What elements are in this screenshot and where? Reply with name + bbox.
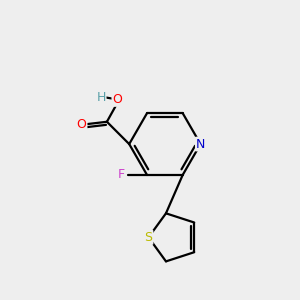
Text: S: S [145, 231, 152, 244]
Text: N: N [196, 138, 205, 151]
Text: F: F [118, 168, 125, 182]
Text: O: O [77, 118, 87, 131]
Text: O: O [112, 93, 122, 106]
Text: H: H [96, 91, 106, 104]
